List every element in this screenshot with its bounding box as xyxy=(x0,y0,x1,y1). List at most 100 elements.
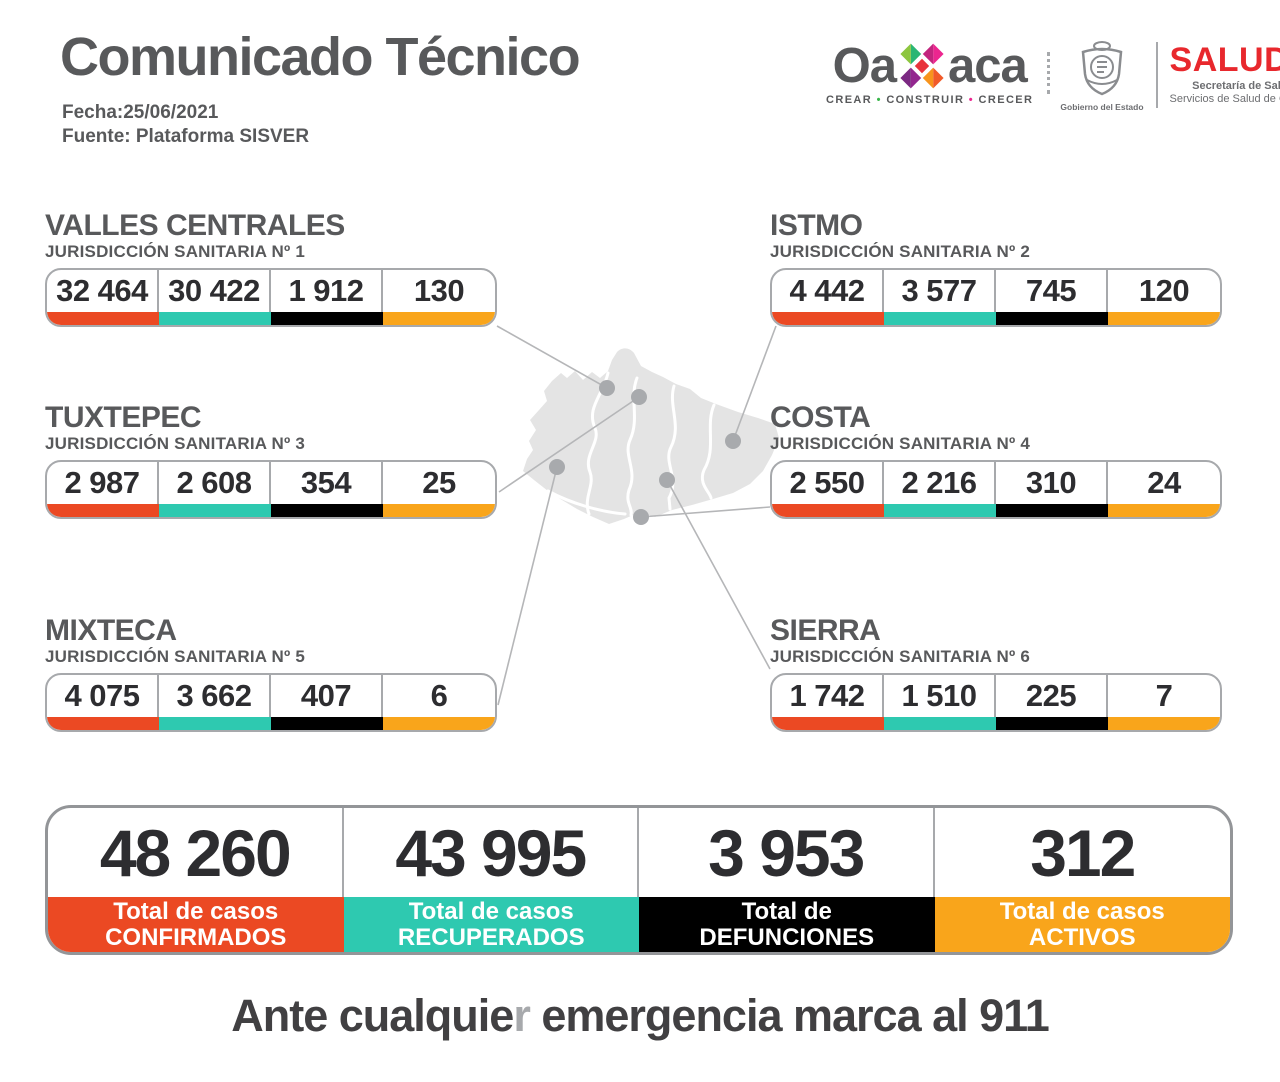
total-deaths-label: Total de DEFUNCIONES xyxy=(639,897,935,952)
active-cell: 24 xyxy=(1108,462,1220,517)
recovered-cell: 3 577 xyxy=(884,270,996,325)
region-stats-table: 4 075 3 662 407 6 xyxy=(45,673,497,732)
confirmed-value: 1 742 xyxy=(772,675,884,717)
confirmed-color-bar xyxy=(772,717,884,730)
region-jurisdiction: JURISDICCIÓN SANITARIA Nº 5 xyxy=(45,647,306,666)
confirmed-cell: 32 464 xyxy=(47,270,159,325)
region-jurisdiction: JURISDICCIÓN SANITARIA Nº 4 xyxy=(770,434,1031,453)
region-block-mixteca: MIXTECA JURISDICCIÓN SANITARIA Nº 5 4 07… xyxy=(45,615,497,732)
region-stats-table: 4 442 3 577 745 120 xyxy=(770,268,1222,327)
confirmed-value: 32 464 xyxy=(47,270,159,312)
deaths-value: 310 xyxy=(996,462,1108,504)
deaths-value: 1 912 xyxy=(271,270,383,312)
confirmed-color-bar xyxy=(47,504,159,517)
page-title: Comunicado Técnico xyxy=(60,27,581,87)
total-active-label: Total de casos ACTIVOS xyxy=(934,897,1230,952)
recovered-cell: 2 608 xyxy=(159,462,271,517)
region-jurisdiction: JURISDICCIÓN SANITARIA Nº 2 xyxy=(770,242,1031,261)
report-date: Fecha:25/06/2021 xyxy=(62,102,219,123)
connector-lines xyxy=(496,325,777,706)
recovered-color-bar xyxy=(884,504,996,517)
region-stats-table: 2 550 2 216 310 24 xyxy=(770,460,1222,519)
active-cell: 6 xyxy=(383,675,495,730)
confirmed-color-bar xyxy=(772,312,884,325)
active-value: 24 xyxy=(1147,465,1181,500)
region-block-valles-centrales: VALLES CENTRALES JURISDICCIÓN SANITARIA … xyxy=(45,210,497,327)
recovered-color-bar xyxy=(159,717,271,730)
recovered-value: 2 608 xyxy=(159,462,271,504)
oaxaca-logo: Oa aca CREAR • CONSTRUIR • xyxy=(826,40,1033,106)
region-name: TUXTEPEC xyxy=(45,401,202,434)
active-cell: 7 xyxy=(1108,675,1220,730)
oaxaca-x-icon xyxy=(900,43,944,89)
confirmed-cell: 1 742 xyxy=(772,675,884,730)
recovered-value: 30 422 xyxy=(159,270,271,312)
confirmed-value: 2 550 xyxy=(772,462,884,504)
recovered-cell: 2 216 xyxy=(884,462,996,517)
deaths-color-bar xyxy=(996,312,1108,325)
tagline-dot-green: • xyxy=(876,94,882,106)
recovered-color-bar xyxy=(159,504,271,517)
deaths-color-bar xyxy=(996,504,1108,517)
recovered-color-bar xyxy=(884,312,996,325)
active-value: 120 xyxy=(1138,273,1190,308)
active-color-bar xyxy=(383,717,495,730)
deaths-color-bar xyxy=(996,717,1108,730)
total-recovered-label: Total de casos RECUPERADOS xyxy=(343,897,639,952)
recovered-color-bar xyxy=(159,312,271,325)
deaths-cell: 354 xyxy=(271,462,383,517)
region-jurisdiction: JURISDICCIÓN SANITARIA Nº 1 xyxy=(45,242,306,261)
report-meta: Fecha:25/06/2021 Fuente: Plataforma SISV… xyxy=(62,101,309,149)
total-deaths-column: 3 953 Total de DEFUNCIONES xyxy=(639,808,935,952)
oaxaca-word-start: Oa xyxy=(832,39,897,93)
oaxaca-word-end: aca xyxy=(948,39,1028,93)
confirmed-color-bar xyxy=(47,717,159,730)
region-name: VALLES CENTRALES xyxy=(45,209,345,242)
active-cell: 120 xyxy=(1108,270,1220,325)
region-block-istmo: ISTMO JURISDICCIÓN SANITARIA Nº 2 4 442 … xyxy=(770,210,1222,327)
total-confirmed-value: 48 260 xyxy=(48,808,344,897)
emergency-slogan: Ante cualquier emergencia marca al 911 xyxy=(231,990,1049,1041)
active-cell: 25 xyxy=(383,462,495,517)
active-color-bar xyxy=(1108,312,1220,325)
active-cell: 130 xyxy=(383,270,495,325)
logo-dotted-separator xyxy=(1047,52,1051,94)
confirmed-color-bar xyxy=(47,312,159,325)
oaxaca-tagline: CREAR • CONSTRUIR • CRECER xyxy=(826,94,1034,106)
deaths-cell: 310 xyxy=(996,462,1108,517)
deaths-color-bar xyxy=(271,504,383,517)
active-value: 130 xyxy=(413,273,465,308)
active-color-bar xyxy=(383,312,495,325)
active-color-bar xyxy=(383,504,495,517)
salud-subtitle-1: Secretaría de Salud xyxy=(1192,80,1280,92)
salud-logo: SALUD Secretaría de Salud Servicios de S… xyxy=(1170,42,1280,105)
active-value: 7 xyxy=(1155,678,1173,713)
logo-cluster: Oa aca CREAR • CONSTRUIR • xyxy=(826,40,1280,120)
region-jurisdiction: JURISDICCIÓN SANITARIA Nº 6 xyxy=(770,647,1031,666)
recovered-value: 3 662 xyxy=(159,675,271,717)
region-stats-table: 32 464 30 422 1 912 130 xyxy=(45,268,497,327)
salud-subtitle-2: Servicios de Salud de Oaxaca xyxy=(1169,93,1280,105)
region-name: SIERRA xyxy=(770,614,881,647)
deaths-color-bar xyxy=(271,717,383,730)
total-deaths-value: 3 953 xyxy=(639,808,935,897)
deaths-cell: 225 xyxy=(996,675,1108,730)
confirmed-value: 4 442 xyxy=(772,270,884,312)
map-internal-borders xyxy=(546,371,716,517)
region-name: COSTA xyxy=(770,401,871,434)
map-dots xyxy=(549,380,741,525)
confirmed-color-bar xyxy=(772,504,884,517)
deaths-value: 354 xyxy=(271,462,383,504)
logo-line-separator xyxy=(1155,42,1158,108)
active-color-bar xyxy=(1108,504,1220,517)
confirmed-value: 2 987 xyxy=(47,462,159,504)
total-recovered-column: 43 995 Total de casos RECUPERADOS xyxy=(343,808,639,952)
total-confirmed-label: Total de casos CONFIRMADOS xyxy=(48,897,344,952)
gobierno-crest: Gobierno del Estado xyxy=(1060,40,1144,112)
region-name: ISTMO xyxy=(770,209,863,242)
recovered-cell: 1 510 xyxy=(884,675,996,730)
deaths-value: 745 xyxy=(996,270,1108,312)
total-active-value: 312 xyxy=(1030,815,1136,890)
